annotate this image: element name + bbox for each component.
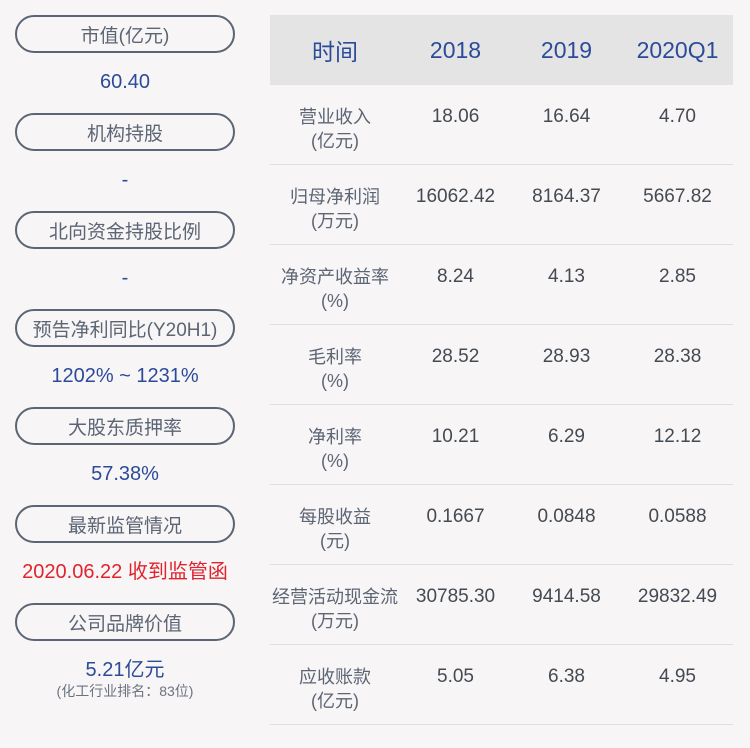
row-label: 归母净利润 (万元) — [290, 187, 380, 231]
cell: 29832.49 — [637, 586, 718, 607]
table-row: 应收账款 (亿元) 5.05 6.38 4.95 — [270, 645, 733, 725]
row-label: 经营活动现金流 (万元) — [272, 587, 398, 631]
row-label: 净利率 (%) — [308, 427, 362, 471]
cell: 8.24 — [437, 266, 474, 287]
market-cap-value: 60.40 — [99, 71, 151, 93]
pledge-ratio-value: 57.38% — [91, 463, 159, 485]
cell: 18.06 — [431, 106, 480, 127]
regulatory-status-value: 2020.06.22 收到监管函 — [22, 561, 228, 583]
cell: 5.05 — [437, 666, 474, 687]
cell: 5667.82 — [643, 186, 712, 207]
cell: 8164.37 — [532, 186, 601, 207]
cell: 2.85 — [659, 266, 696, 287]
table-row: 归母净利润 (万元) 16062.42 8164.37 5667.82 — [270, 165, 733, 245]
cell: 6.29 — [548, 426, 585, 447]
row-label: 每股收益 (元) — [299, 507, 371, 551]
cell: 0.0588 — [648, 506, 707, 527]
row-label: 应收账款 (亿元) — [299, 667, 371, 711]
cell: 16062.42 — [415, 186, 496, 207]
cell: 0.0848 — [537, 506, 596, 527]
cell: 28.52 — [431, 346, 480, 367]
brand-value-rank-note: (化工行业排名：83位) — [56, 683, 194, 699]
table-row: 每股收益 (元) 0.1667 0.0848 0.0588 — [270, 485, 733, 565]
cell: 4.95 — [659, 666, 696, 687]
table-row: 营业收入 (亿元) 18.06 16.64 4.70 — [270, 85, 733, 165]
cell: 12.12 — [653, 426, 702, 447]
table-row: 净资产收益率 (%) 8.24 4.13 2.85 — [270, 245, 733, 325]
row-label: 净资产收益率 (%) — [281, 267, 389, 311]
profit-forecast-label: 预告净利同比(Y20H1) — [15, 309, 235, 347]
cell: 28.38 — [653, 346, 702, 367]
row-label: 营业收入 (亿元) — [299, 107, 371, 151]
northbound-holding-label: 北向资金持股比例 — [15, 211, 235, 249]
pledge-ratio-label: 大股东质押率 — [15, 407, 235, 445]
cell: 4.70 — [659, 106, 696, 127]
profit-forecast-value: 1202% ~ 1231% — [51, 365, 199, 387]
financial-table: 时间 2018 2019 2020Q1 营业收入 (亿元) 18.06 16.64… — [270, 15, 733, 725]
cell: 28.93 — [542, 346, 591, 367]
cell: 9414.58 — [532, 586, 601, 607]
cell: 6.38 — [548, 666, 585, 687]
brand-value-label: 公司品牌价值 — [15, 603, 235, 641]
cell: 4.13 — [548, 266, 585, 287]
table-row: 净利率 (%) 10.21 6.29 12.12 — [270, 405, 733, 485]
header-2018: 2018 — [429, 36, 482, 63]
regulatory-status-label: 最新监管情况 — [15, 505, 235, 543]
brand-value-value: 5.21亿元 — [85, 659, 165, 681]
row-label: 毛利率 (%) — [308, 347, 362, 391]
institutional-holding-value: - — [121, 169, 129, 191]
header-time: 时间 — [312, 39, 358, 65]
cell: 16.64 — [542, 106, 591, 127]
cell: 10.21 — [431, 426, 480, 447]
header-2020q1: 2020Q1 — [636, 36, 719, 63]
table-row: 毛利率 (%) 28.52 28.93 28.38 — [270, 325, 733, 405]
table-row: 经营活动现金流 (万元) 30785.30 9414.58 29832.49 — [270, 565, 733, 645]
header-2019: 2019 — [540, 36, 593, 63]
institutional-holding-label: 机构持股 — [15, 113, 235, 151]
market-cap-label: 市值(亿元) — [15, 15, 235, 53]
table-header: 时间 2018 2019 2020Q1 — [270, 15, 733, 85]
cell: 30785.30 — [415, 586, 496, 607]
cell: 0.1667 — [426, 506, 485, 527]
northbound-holding-value: - — [121, 267, 129, 289]
